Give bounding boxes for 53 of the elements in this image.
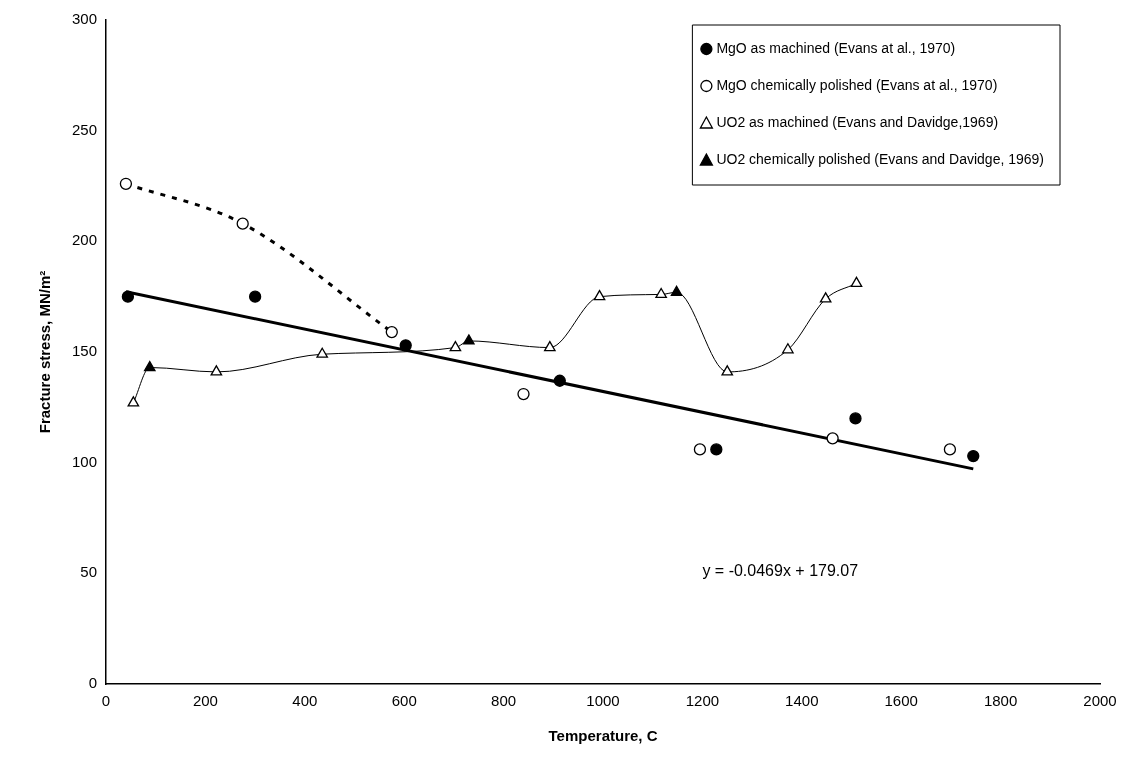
point bbox=[210, 365, 223, 376]
point bbox=[826, 432, 839, 445]
point bbox=[782, 343, 794, 354]
x-tick-label: 800 bbox=[491, 692, 517, 710]
x-tick-label: 1000 bbox=[586, 692, 620, 710]
y-tick-label: 250 bbox=[72, 120, 98, 138]
point bbox=[517, 387, 530, 401]
legend-label: UO2 chemically polished (Evans and Davidge, 1969) bbox=[716, 150, 1045, 167]
point bbox=[316, 347, 329, 358]
point bbox=[385, 325, 398, 339]
legend-label: MgO chemically polished (Evans at al., 1970) bbox=[716, 76, 998, 93]
x-tick-label: 1200 bbox=[685, 692, 720, 710]
x-tick-label: 1600 bbox=[884, 692, 918, 710]
point bbox=[399, 339, 412, 352]
annotation: y = -0.0469x + 179.07 bbox=[702, 561, 859, 579]
point bbox=[670, 285, 683, 296]
y-tick-label: 300 bbox=[72, 10, 98, 28]
point bbox=[721, 365, 734, 376]
point bbox=[127, 396, 140, 407]
point bbox=[121, 290, 135, 303]
point bbox=[710, 443, 723, 456]
point bbox=[119, 177, 133, 190]
point bbox=[248, 290, 262, 303]
point bbox=[967, 449, 980, 463]
legend-label: UO2 as machined (Evans and Davidge,1969) bbox=[716, 113, 999, 130]
point bbox=[553, 374, 566, 387]
y-axis-title: Fracture stress, MN/m² bbox=[36, 270, 54, 434]
legend-label: MgO as machined (Evans at al., 1970) bbox=[716, 39, 956, 56]
x-axis-title: Temperature, C bbox=[548, 727, 658, 745]
y-tick-label: 150 bbox=[72, 342, 98, 360]
y-tick-label: 100 bbox=[72, 452, 98, 470]
x-tick-label: 1400 bbox=[785, 692, 819, 710]
point bbox=[236, 217, 249, 230]
x-tick-label: 0 bbox=[101, 692, 111, 710]
point bbox=[449, 340, 462, 352]
x-tick-label: 1800 bbox=[983, 692, 1018, 710]
point bbox=[850, 276, 863, 288]
y-tick-label: 0 bbox=[88, 674, 98, 692]
point bbox=[819, 292, 832, 303]
point bbox=[462, 334, 475, 345]
x-tick-label: 2000 bbox=[1083, 692, 1117, 710]
point bbox=[849, 412, 862, 425]
point bbox=[655, 287, 668, 299]
y-tick-label: 200 bbox=[72, 231, 98, 249]
x-tick-label: 600 bbox=[391, 692, 417, 710]
point bbox=[593, 290, 606, 301]
point bbox=[543, 340, 556, 352]
point bbox=[943, 443, 957, 456]
point bbox=[693, 443, 707, 456]
x-tick-label: 200 bbox=[192, 692, 218, 710]
point bbox=[143, 360, 156, 372]
y-tick-label: 50 bbox=[80, 563, 98, 581]
x-tick-label: 400 bbox=[292, 692, 318, 710]
